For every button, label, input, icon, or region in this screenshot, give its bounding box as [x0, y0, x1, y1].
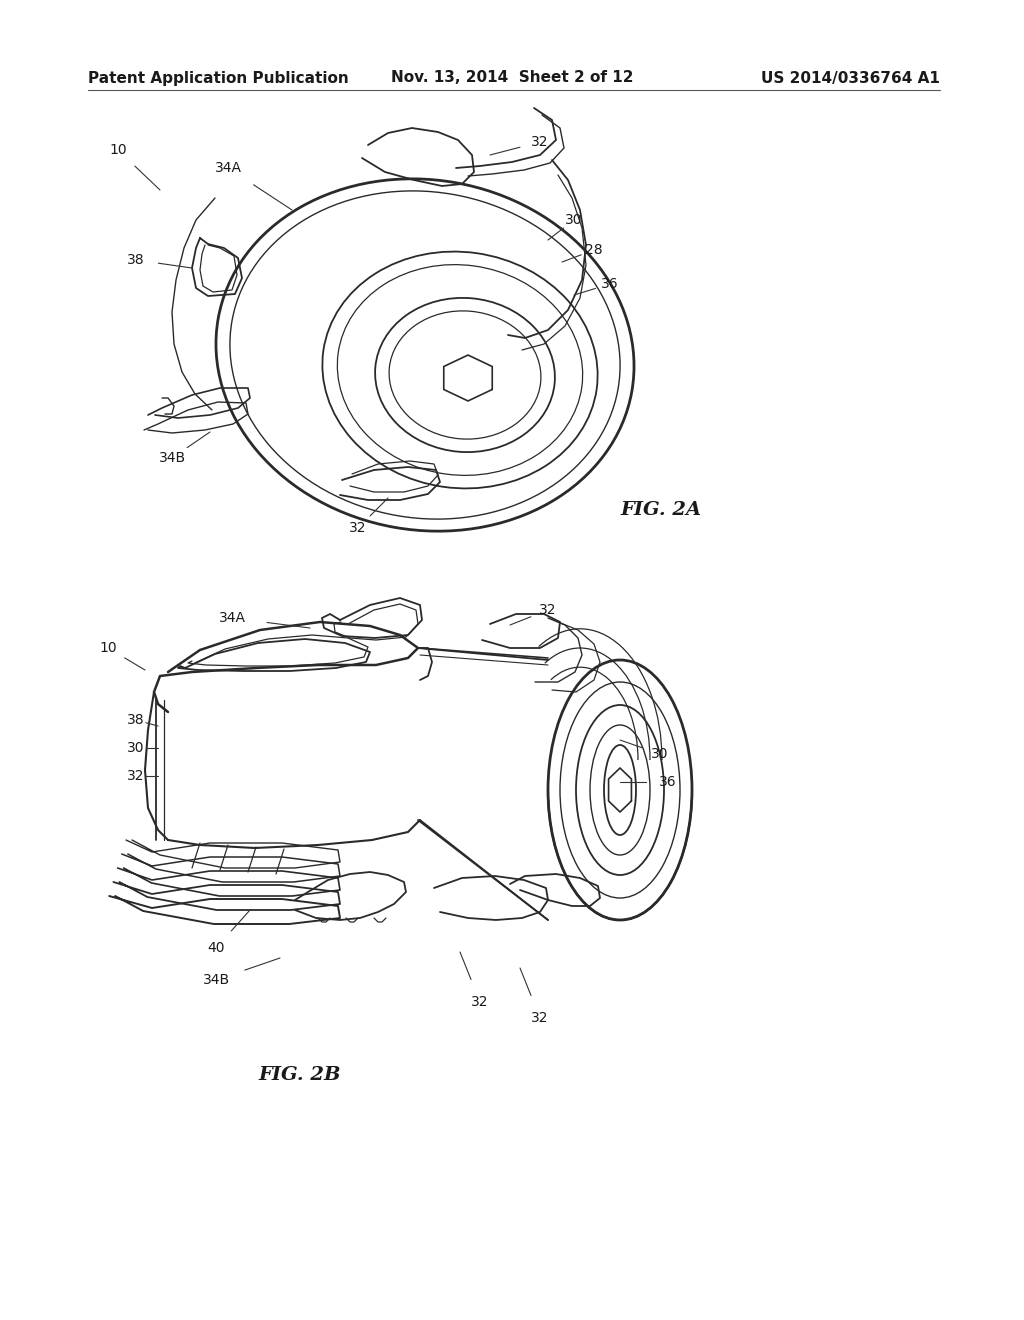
Text: 40: 40	[207, 941, 224, 954]
Text: 32: 32	[471, 995, 488, 1008]
Text: 34A: 34A	[218, 611, 246, 624]
Text: US 2014/0336764 A1: US 2014/0336764 A1	[761, 70, 940, 86]
Text: 30: 30	[565, 213, 583, 227]
Text: 10: 10	[99, 642, 117, 655]
Text: Patent Application Publication: Patent Application Publication	[88, 70, 349, 86]
Text: 32: 32	[540, 603, 557, 616]
Text: 38: 38	[127, 713, 144, 727]
Text: 32: 32	[531, 135, 549, 149]
Text: 32: 32	[127, 770, 144, 783]
Text: FIG. 2B: FIG. 2B	[259, 1067, 341, 1084]
Text: 28: 28	[585, 243, 603, 257]
Text: Nov. 13, 2014  Sheet 2 of 12: Nov. 13, 2014 Sheet 2 of 12	[391, 70, 633, 86]
Text: 34B: 34B	[159, 451, 185, 465]
Text: 34A: 34A	[214, 161, 242, 176]
Text: FIG. 2A: FIG. 2A	[620, 502, 701, 519]
Text: 36: 36	[601, 277, 618, 290]
Text: 30: 30	[651, 747, 669, 762]
Text: 34B: 34B	[203, 973, 229, 987]
Text: 10: 10	[110, 143, 127, 157]
Text: 32: 32	[531, 1011, 549, 1026]
Text: 38: 38	[127, 253, 144, 267]
Text: 30: 30	[127, 741, 144, 755]
Text: 36: 36	[659, 775, 677, 789]
Text: 32: 32	[349, 521, 367, 535]
